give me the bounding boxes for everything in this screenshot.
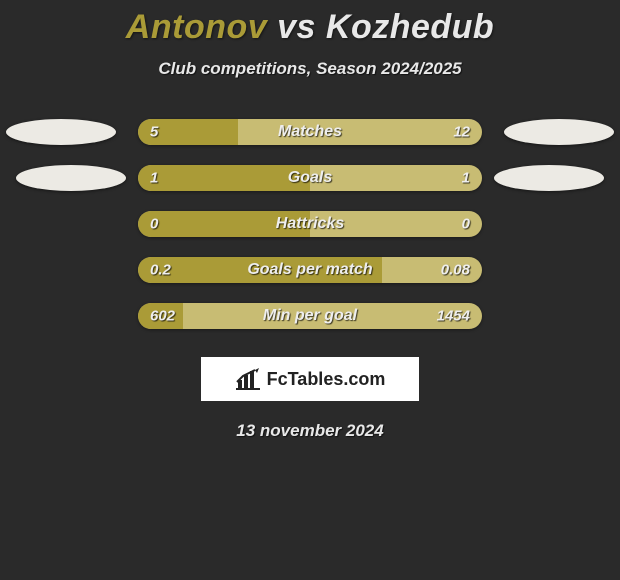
player1-ellipse	[16, 165, 126, 191]
bar-chart-icon	[235, 368, 261, 390]
source-badge: FcTables.com	[201, 357, 419, 401]
stat-bar: 5 Matches 12	[138, 119, 482, 145]
stat-bar-fill-left	[138, 165, 310, 191]
player2-ellipse	[504, 119, 614, 145]
player1-ellipse	[6, 119, 116, 145]
stat-label: Goals	[288, 169, 332, 187]
stat-row: 0 Hattricks 0	[0, 211, 620, 237]
subtitle: Club competitions, Season 2024/2025	[0, 59, 620, 79]
stat-value-right: 1454	[437, 308, 470, 325]
player2-ellipse	[494, 165, 604, 191]
vs-separator: vs	[277, 8, 316, 46]
stat-row: 602 Min per goal 1454	[0, 303, 620, 329]
stat-row: 1 Goals 1	[0, 165, 620, 191]
brand-text: FcTables.com	[267, 369, 386, 390]
stat-value-right: 0.08	[441, 262, 470, 279]
stat-value-right: 0	[462, 216, 470, 233]
stat-rows: 5 Matches 12 1 Goals 1 0 Hattricks 0 0.2 Goals per…	[0, 119, 620, 329]
stat-bar: 0.2 Goals per match 0.08	[138, 257, 482, 283]
stat-label: Goals per match	[247, 261, 372, 279]
snapshot-date: 13 november 2024	[0, 421, 620, 441]
stat-label: Min per goal	[263, 307, 357, 325]
stat-value-right: 12	[453, 124, 470, 141]
comparison-title: Antonov vs Kozhedub	[0, 0, 620, 47]
player2-name: Kozhedub	[326, 8, 494, 46]
stat-bar: 602 Min per goal 1454	[138, 303, 482, 329]
stat-bar: 0 Hattricks 0	[138, 211, 482, 237]
stat-value-left: 0.2	[150, 262, 171, 279]
stat-value-left: 602	[150, 308, 175, 325]
stat-value-left: 5	[150, 124, 158, 141]
stat-label: Matches	[278, 123, 342, 141]
stat-bar: 1 Goals 1	[138, 165, 482, 191]
player1-name: Antonov	[126, 8, 267, 46]
stat-label: Hattricks	[276, 215, 344, 233]
stat-value-left: 0	[150, 216, 158, 233]
stat-value-right: 1	[462, 170, 470, 187]
stat-row: 0.2 Goals per match 0.08	[0, 257, 620, 283]
stat-value-left: 1	[150, 170, 158, 187]
stat-row: 5 Matches 12	[0, 119, 620, 145]
